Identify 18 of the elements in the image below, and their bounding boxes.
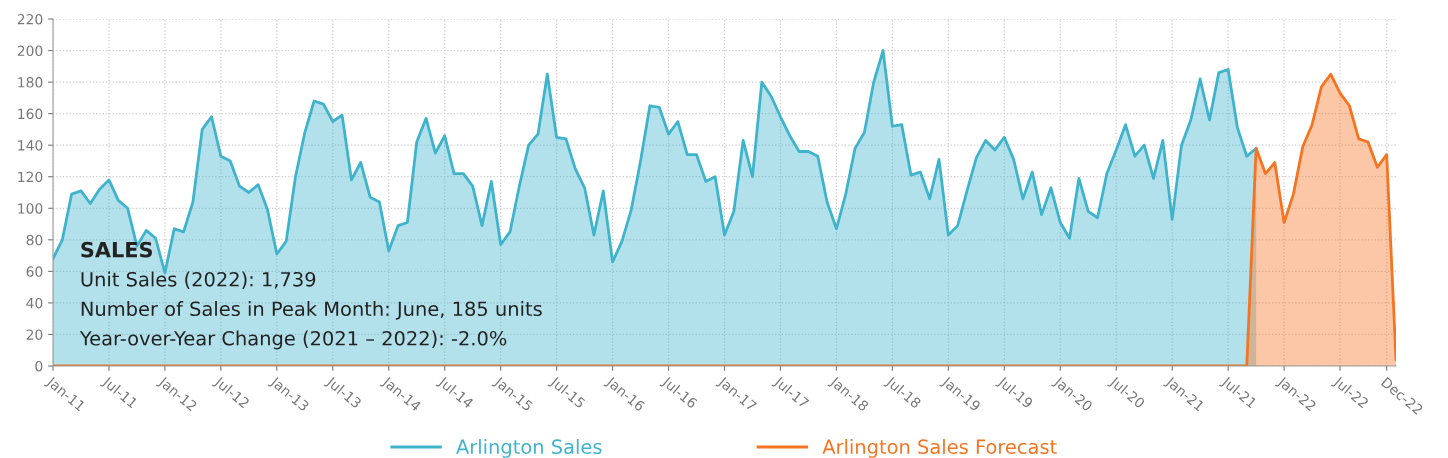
legend-label: Arlington Sales	[456, 439, 602, 458]
annotation: Unit Sales (2022): 1,739	[81, 271, 316, 289]
y-tick-label: 180	[18, 77, 43, 88]
y-tick-label: 140	[18, 140, 43, 151]
y-tick-label: 60	[26, 266, 43, 277]
annotation: Year-over-Year Change (2021 – 2022): -2.0%	[79, 330, 507, 350]
y-tick-label: 80	[26, 234, 43, 246]
annotation: SALES	[81, 241, 152, 258]
y-tick-label: 160	[18, 108, 43, 120]
y-tick-label: 40	[26, 297, 43, 309]
y-tick-label: 0	[35, 360, 43, 372]
legend-label: Arlington Sales Forecast	[822, 439, 1057, 458]
y-tick-label: 200	[17, 45, 43, 57]
y-tick-label: 100	[18, 203, 43, 214]
y-tick-label: 220	[17, 13, 43, 25]
y-tick-label: 20	[26, 329, 43, 340]
annotation: Number of Sales in Peak Month: June, 185 units	[81, 301, 542, 320]
y-tick-label: 120	[18, 171, 43, 183]
